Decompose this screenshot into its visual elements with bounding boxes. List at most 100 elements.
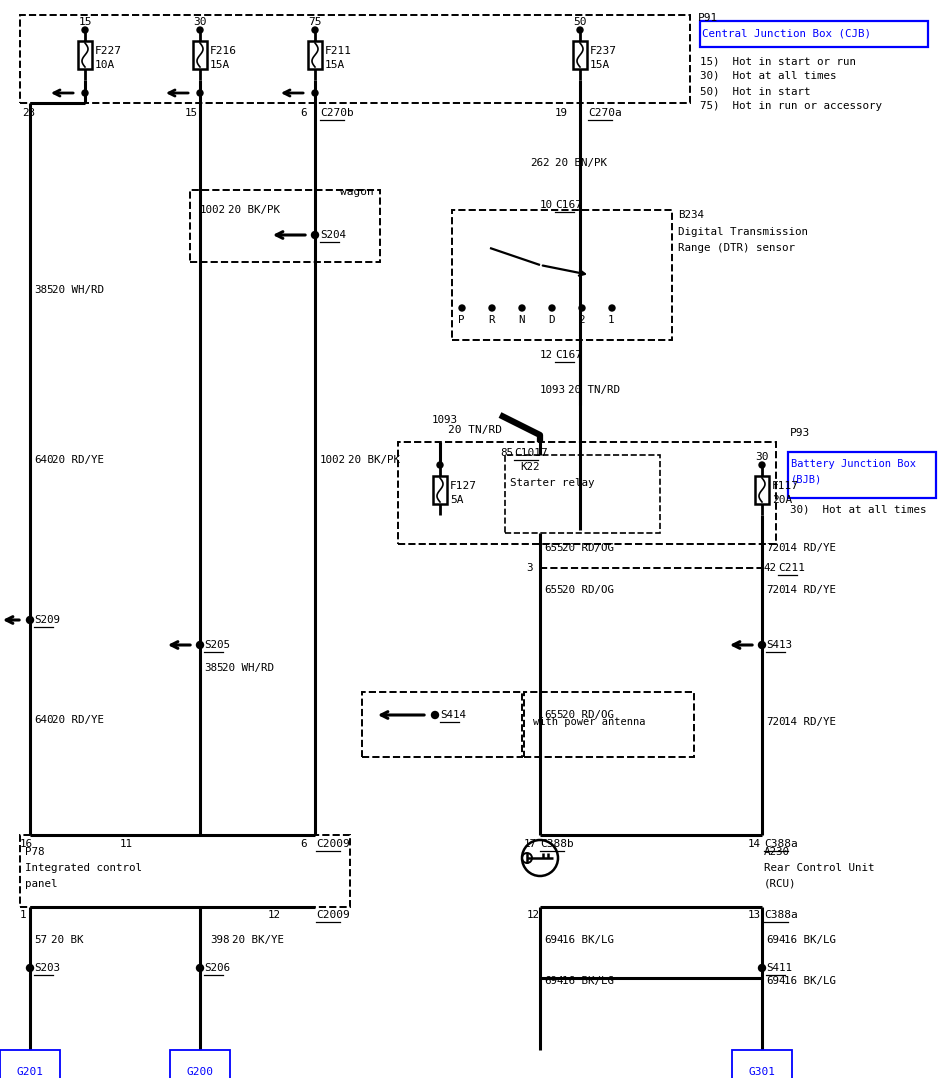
Text: 15: 15	[78, 17, 92, 27]
Text: 1: 1	[20, 910, 26, 920]
Text: 6: 6	[300, 108, 307, 118]
Text: F237: F237	[590, 46, 617, 56]
Text: G201: G201	[16, 1067, 43, 1077]
Text: 20 BK/YE: 20 BK/YE	[232, 935, 284, 945]
Text: C2009: C2009	[316, 910, 349, 920]
Circle shape	[431, 711, 439, 719]
Text: F117: F117	[772, 481, 799, 490]
Text: Starter relay: Starter relay	[510, 478, 595, 488]
Text: C270a: C270a	[588, 108, 622, 118]
Text: S414: S414	[440, 710, 466, 720]
Text: 14 RD/YE: 14 RD/YE	[784, 585, 836, 595]
Text: 11: 11	[120, 839, 133, 849]
Text: 385: 385	[34, 285, 54, 295]
Text: 12: 12	[527, 910, 540, 920]
Text: 14 RD/YE: 14 RD/YE	[784, 543, 836, 553]
Text: 1093: 1093	[540, 385, 566, 395]
Circle shape	[26, 617, 33, 623]
Circle shape	[437, 462, 443, 468]
Text: P91: P91	[698, 13, 718, 23]
Text: 398: 398	[210, 935, 229, 945]
Bar	[190, 190, 380, 262]
Bar	[193, 41, 207, 69]
Text: C270b: C270b	[320, 108, 354, 118]
Circle shape	[519, 305, 525, 310]
Text: 10A: 10A	[95, 60, 115, 70]
Text: 20A: 20A	[772, 495, 792, 505]
Bar	[573, 41, 587, 69]
Text: 15: 15	[185, 108, 198, 118]
Text: 75: 75	[309, 17, 322, 27]
Text: 1002: 1002	[320, 455, 346, 465]
Text: C1017: C1017	[514, 448, 548, 458]
Text: 57: 57	[34, 935, 47, 945]
Text: 694: 694	[766, 935, 785, 945]
Text: P93: P93	[790, 428, 810, 438]
Text: 30: 30	[755, 452, 768, 462]
Text: panel: panel	[25, 879, 58, 889]
Text: C211: C211	[778, 563, 805, 573]
Text: 20 RD/OG: 20 RD/OG	[562, 543, 614, 553]
Text: 655: 655	[544, 710, 564, 720]
Text: 20 TN/RD: 20 TN/RD	[448, 425, 502, 436]
Text: 19: 19	[555, 108, 568, 118]
Bar	[398, 442, 776, 544]
Circle shape	[577, 27, 583, 33]
Text: N: N	[518, 315, 525, 324]
Circle shape	[197, 89, 203, 96]
Circle shape	[489, 305, 495, 310]
Circle shape	[82, 27, 88, 33]
Bar	[20, 835, 350, 907]
Text: Range (DTR) sensor: Range (DTR) sensor	[678, 243, 795, 253]
Text: 14 RD/YE: 14 RD/YE	[784, 717, 836, 727]
Text: wagon: wagon	[340, 186, 374, 197]
Text: 16 BK/LG: 16 BK/LG	[784, 976, 836, 986]
Circle shape	[196, 965, 204, 971]
Text: 1002: 1002	[200, 205, 226, 215]
Text: 20 RD/OG: 20 RD/OG	[562, 585, 614, 595]
Text: 17: 17	[524, 839, 537, 849]
Text: 30)  Hot at all times: 30) Hot at all times	[700, 71, 836, 81]
Text: C388b: C388b	[540, 839, 574, 849]
Text: 694: 694	[766, 976, 785, 986]
Text: 15A: 15A	[325, 60, 346, 70]
Circle shape	[758, 965, 766, 971]
Circle shape	[459, 305, 465, 310]
Circle shape	[312, 232, 318, 238]
Text: 694: 694	[544, 935, 564, 945]
Circle shape	[197, 27, 203, 33]
Text: S206: S206	[204, 963, 230, 973]
Text: 20 TN/RD: 20 TN/RD	[568, 385, 620, 395]
Circle shape	[312, 27, 318, 33]
Text: C167: C167	[555, 350, 582, 360]
Text: S209: S209	[34, 616, 60, 625]
Bar	[308, 41, 322, 69]
Text: C388a: C388a	[764, 910, 798, 920]
Text: C388a: C388a	[764, 839, 798, 849]
Text: 20 RD/YE: 20 RD/YE	[52, 455, 104, 465]
Text: 640: 640	[34, 455, 54, 465]
Circle shape	[758, 641, 766, 649]
Circle shape	[609, 305, 615, 310]
Text: 1: 1	[608, 315, 615, 324]
Text: (RCU): (RCU)	[764, 879, 797, 889]
Text: 13: 13	[748, 910, 761, 920]
Text: 385: 385	[204, 663, 224, 673]
Text: 20 RD/YE: 20 RD/YE	[52, 715, 104, 725]
Text: Integrated control: Integrated control	[25, 863, 142, 873]
Text: 14: 14	[748, 839, 761, 849]
Text: S204: S204	[320, 230, 346, 240]
Text: 16 BK/LG: 16 BK/LG	[562, 976, 614, 986]
Text: F211: F211	[325, 46, 352, 56]
Text: 20 BN/PK: 20 BN/PK	[555, 158, 607, 168]
Text: 16: 16	[20, 839, 33, 849]
Text: Digital Transmission: Digital Transmission	[678, 227, 808, 237]
Text: 85: 85	[500, 448, 513, 458]
Text: 720: 720	[766, 543, 785, 553]
Circle shape	[196, 641, 204, 649]
Text: 42: 42	[764, 563, 777, 573]
Text: 23: 23	[22, 108, 35, 118]
Text: 75)  Hot in run or accessory: 75) Hot in run or accessory	[700, 101, 882, 111]
Text: R: R	[488, 315, 495, 324]
Text: F127: F127	[450, 481, 477, 490]
